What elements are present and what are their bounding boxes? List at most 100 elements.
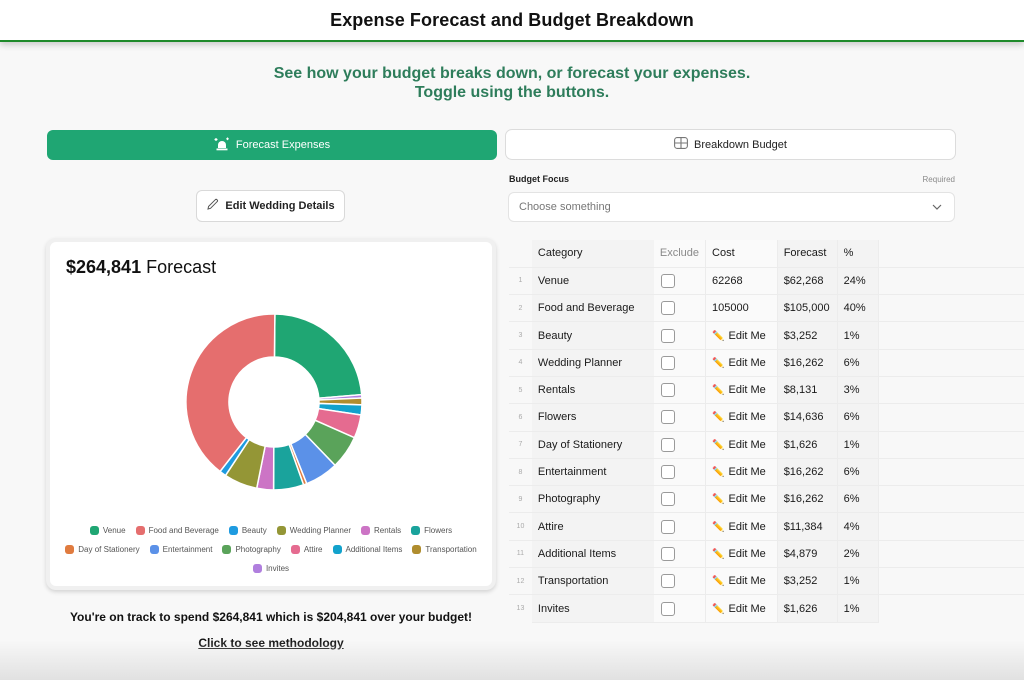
legend-item[interactable]: Attire <box>290 542 323 556</box>
percent-header[interactable]: % <box>836 240 880 268</box>
chart-title: $264,841 Forecast <box>66 257 216 278</box>
exclude-checkbox[interactable] <box>660 437 675 452</box>
category-cell[interactable]: Additional Items <box>531 540 654 569</box>
cost-cell[interactable]: ✏️ Edit Me <box>705 349 778 377</box>
cost-cell[interactable]: ✏️ Edit Me <box>705 403 778 432</box>
edit-wedding-details-button[interactable]: Edit Wedding Details <box>196 190 345 222</box>
cost-cell[interactable]: ✏️ Edit Me <box>705 540 778 569</box>
forecast-cell: $105,000 <box>776 294 838 323</box>
exclude-cell <box>653 458 707 487</box>
legend-item[interactable]: Additional Items <box>332 542 402 556</box>
exclude-checkbox[interactable] <box>660 410 675 425</box>
donut-slice-venue[interactable] <box>273 313 363 400</box>
cost-cell[interactable]: ✏️ Edit Me <box>705 567 778 596</box>
forecast-cell: $3,252 <box>776 321 838 350</box>
budget-focus-placeholder: Choose something <box>519 201 611 213</box>
edit-me-label: Edit Me <box>728 493 766 506</box>
exclude-checkbox[interactable] <box>660 465 675 480</box>
cost-cell[interactable]: ✏️ Edit Me <box>705 594 778 623</box>
exclude-checkbox[interactable] <box>660 546 675 561</box>
legend-label: Attire <box>303 544 323 554</box>
legend-item[interactable]: Day of Stationery <box>65 542 140 556</box>
category-cell[interactable]: Rentals <box>531 376 654 405</box>
category-cell[interactable]: Attire <box>531 512 654 541</box>
cost-cell[interactable]: ✏️ Edit Me <box>705 512 778 541</box>
forecast-expenses-button[interactable]: Forecast Expenses <box>47 130 497 160</box>
table-spacer <box>878 267 1024 296</box>
exclude-checkbox[interactable] <box>660 328 675 343</box>
cost-cell[interactable]: ✏️ Edit Me <box>705 376 778 405</box>
table-spacer <box>878 349 1024 377</box>
category-header[interactable]: Category <box>531 240 654 268</box>
legend-item[interactable]: Beauty <box>228 523 267 537</box>
category-cell[interactable]: Transportation <box>531 567 654 596</box>
exclude-header[interactable]: Exclude <box>653 240 707 268</box>
legend-swatch <box>228 525 238 535</box>
table-row: 8 Entertainment ✏️ Edit Me $16,262 6% <box>509 458 1024 487</box>
category-cell[interactable]: Flowers <box>531 403 654 432</box>
legend-item[interactable]: Venue <box>89 523 126 537</box>
edit-wedding-details-label: Edit Wedding Details <box>225 200 335 212</box>
forecast-header[interactable]: Forecast <box>776 240 838 268</box>
legend-label: Food and Beverage <box>148 525 219 535</box>
cost-header[interactable]: Cost <box>705 240 778 268</box>
exclude-checkbox[interactable] <box>660 492 675 507</box>
exclude-checkbox[interactable] <box>660 273 675 288</box>
percent-cell: 40% <box>836 294 880 323</box>
exclude-checkbox[interactable] <box>660 383 675 398</box>
table-spacer <box>878 458 1024 487</box>
table-spacer <box>878 403 1024 432</box>
cost-cell[interactable]: ✏️ Edit Me <box>705 458 778 487</box>
legend-swatch <box>149 544 159 554</box>
category-cell[interactable]: Beauty <box>531 321 654 350</box>
table-spacer <box>878 567 1024 596</box>
percent-cell: 1% <box>836 321 880 350</box>
percent-cell: 2% <box>836 540 880 569</box>
exclude-checkbox[interactable] <box>660 355 675 370</box>
legend-item[interactable]: Entertainment <box>149 542 212 556</box>
required-indicator: Required <box>922 175 955 184</box>
exclude-checkbox[interactable] <box>660 601 675 616</box>
exclude-cell <box>653 376 707 405</box>
exclude-cell <box>653 567 707 596</box>
legend-label: Transportation <box>425 544 477 554</box>
budget-focus-select[interactable]: Choose something <box>508 192 955 222</box>
legend-item[interactable]: Food and Beverage <box>135 523 219 537</box>
cost-cell[interactable]: ✏️ Edit Me <box>705 431 778 459</box>
legend-swatch <box>412 544 422 554</box>
exclude-cell <box>653 540 707 569</box>
category-cell[interactable]: Food and Beverage <box>531 294 654 323</box>
exclude-checkbox[interactable] <box>660 574 675 589</box>
donut-slice-food-and-beverage[interactable] <box>185 313 276 473</box>
row-number: 12 <box>509 567 532 596</box>
cost-cell[interactable]: 62268 <box>705 267 778 296</box>
legend-swatch <box>290 544 300 554</box>
legend-swatch <box>360 525 370 535</box>
legend-item[interactable]: Rentals <box>360 523 402 537</box>
exclude-checkbox[interactable] <box>660 519 675 534</box>
legend-item[interactable]: Photography <box>222 542 281 556</box>
legend-label: Rentals <box>373 525 402 535</box>
table-spacer <box>878 240 1024 268</box>
cost-cell[interactable]: ✏️ Edit Me <box>705 485 778 514</box>
category-cell[interactable]: Venue <box>531 267 654 296</box>
pencil-icon: ✏️ <box>712 357 725 369</box>
category-cell[interactable]: Entertainment <box>531 458 654 487</box>
cost-cell[interactable]: 105000 <box>705 294 778 323</box>
legend-item[interactable]: Wedding Planner <box>276 523 351 537</box>
cost-cell[interactable]: ✏️ Edit Me <box>705 321 778 350</box>
breakdown-budget-button[interactable]: Breakdown Budget <box>505 129 956 160</box>
category-cell[interactable]: Day of Stationery <box>531 431 654 459</box>
subtitle-line-1: See how your budget breaks down, or fore… <box>273 65 751 82</box>
legend-item[interactable]: Invites <box>252 561 289 575</box>
category-cell[interactable]: Wedding Planner <box>531 349 654 377</box>
pencil-icon: ✏️ <box>712 576 725 588</box>
exclude-checkbox[interactable] <box>660 301 675 316</box>
legend-swatch <box>276 525 286 535</box>
legend-label: Photography <box>235 544 281 554</box>
category-cell[interactable]: Photography <box>531 485 654 514</box>
legend-item[interactable]: Flowers <box>411 523 452 537</box>
legend-item[interactable]: Transportation <box>412 542 477 556</box>
methodology-link[interactable]: Click to see methodology <box>198 636 344 650</box>
category-cell[interactable]: Invites <box>531 594 654 623</box>
